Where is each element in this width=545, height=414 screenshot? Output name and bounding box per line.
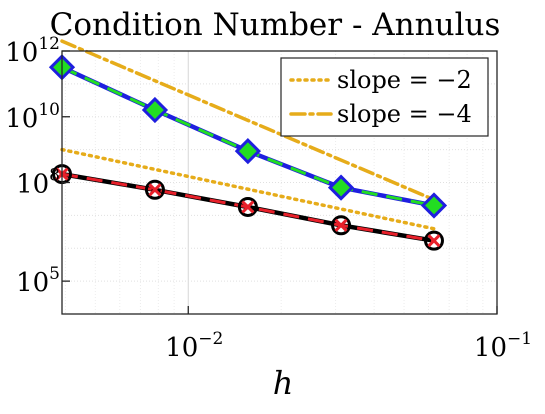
y-tick-label: 1012: [5, 34, 60, 68]
series-2-point: [331, 215, 352, 236]
y-tick-label: 105: [16, 264, 60, 298]
series-2-point: [237, 196, 258, 217]
series-2-point: [144, 179, 165, 200]
legend-entry-label: slope = −2: [337, 66, 472, 94]
legend: slope = −2 slope = −4: [280, 57, 489, 137]
legend-entry-label: slope = −4: [337, 100, 472, 128]
series-1-point: [327, 174, 355, 201]
series-1-point: [420, 192, 448, 219]
series-2-point-x: [148, 183, 162, 197]
legend-box: [280, 57, 489, 137]
series-2-point-x: [241, 200, 255, 214]
series-2-point-x: [334, 218, 348, 232]
x-tick-label: 10−2: [165, 329, 223, 363]
markers-layer: [48, 54, 448, 251]
x-tick-label: 10−1: [474, 329, 532, 363]
x-axis-label: h: [273, 364, 294, 402]
series-4-line: [60, 39, 436, 202]
series-1-point: [141, 96, 169, 124]
series-2-point: [423, 230, 444, 251]
y-tick-label: 1010: [5, 100, 60, 134]
series-1-point: [234, 138, 262, 165]
series-2-point-x: [427, 234, 441, 248]
chart-title: Condition Number - Annulus: [50, 7, 501, 43]
tick-labels: 10−2 10−1 105 108 1010 1012: [5, 34, 532, 363]
y-tick-label: 108: [16, 166, 60, 200]
series-3-line: [60, 147, 436, 231]
axes: [61, 50, 498, 315]
